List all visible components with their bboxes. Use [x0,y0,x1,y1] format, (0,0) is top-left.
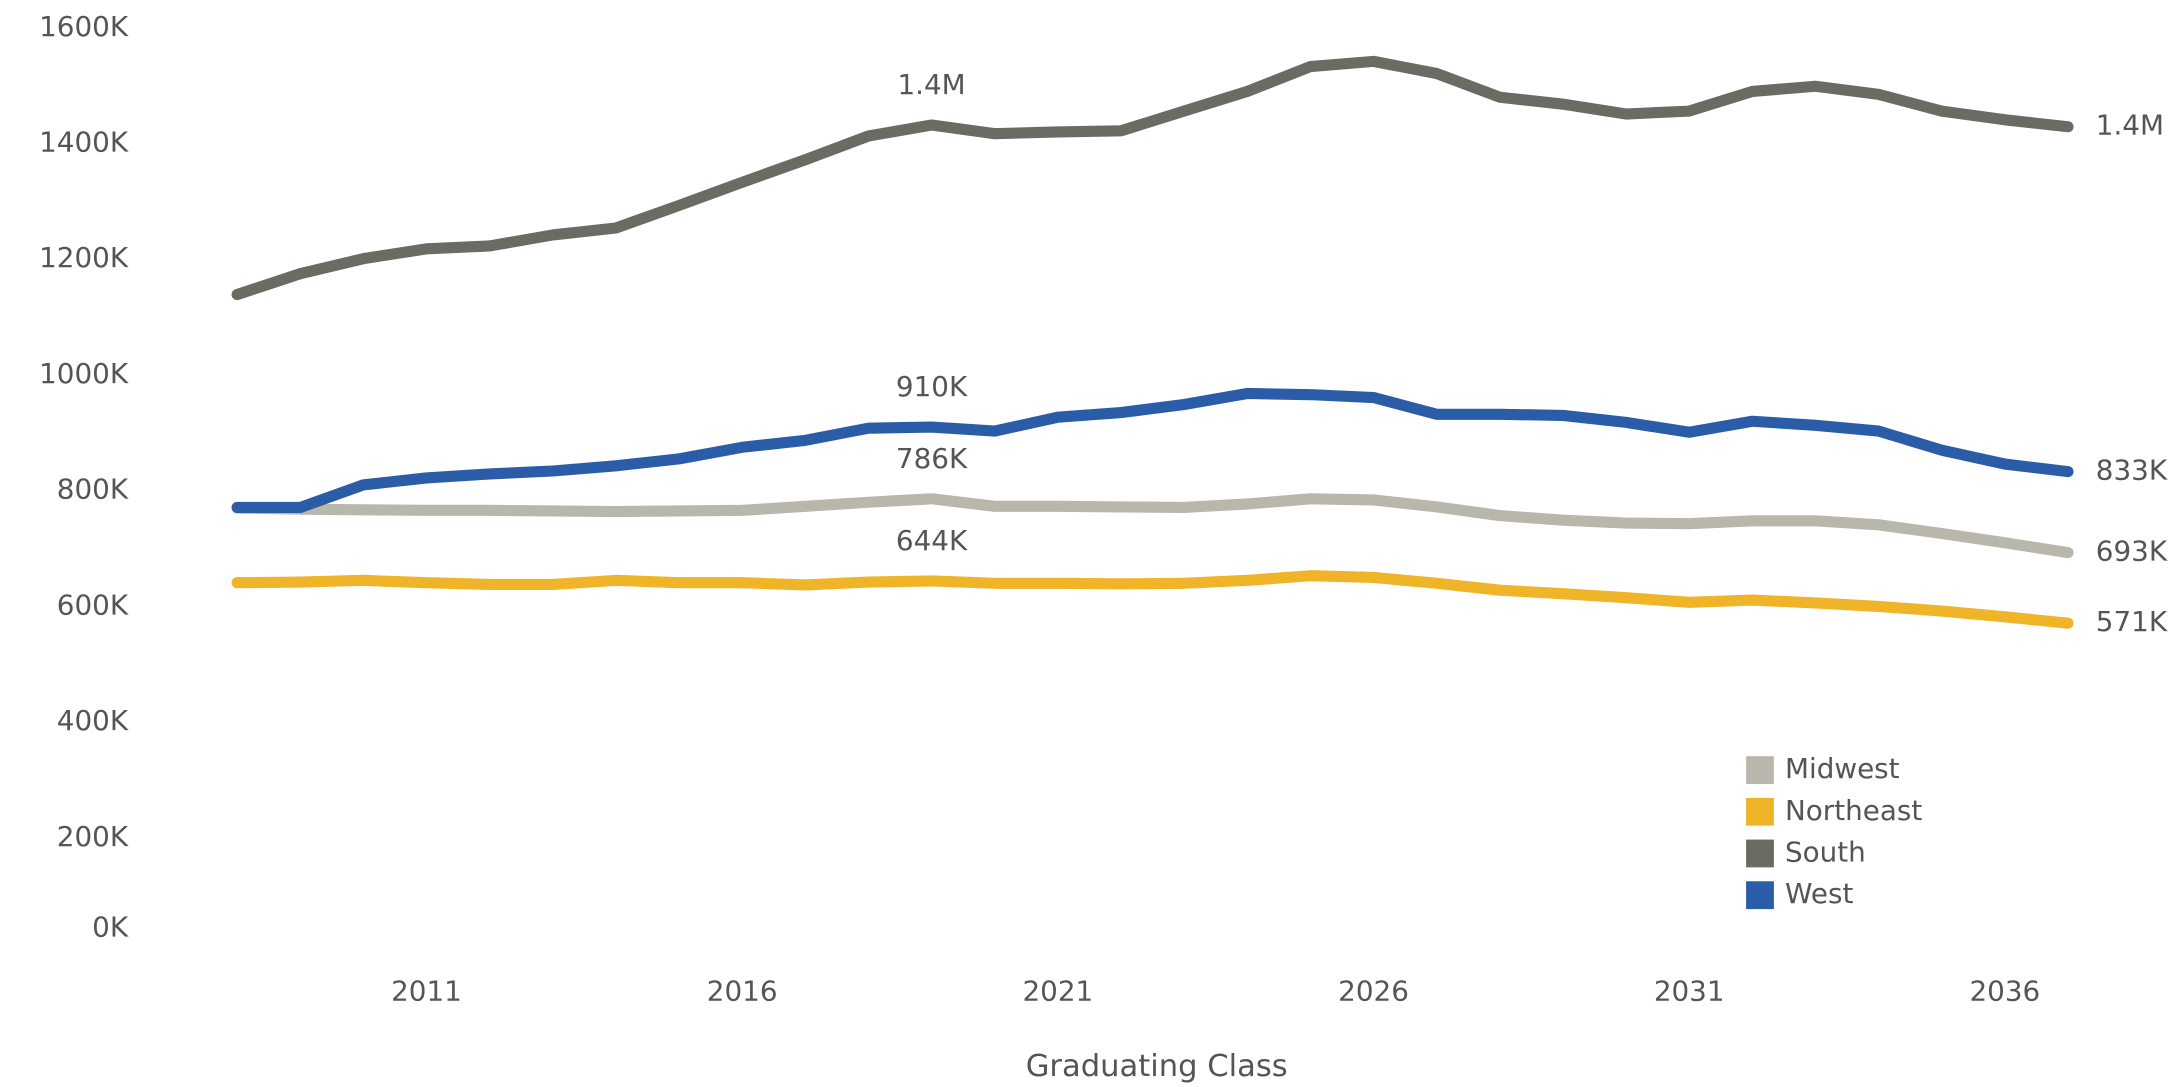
series-line [231,493,2074,559]
y-tick-label: 1400K [39,126,129,159]
legend-swatch [1746,839,1774,868]
legend-swatch [1746,756,1774,784]
y-tick-label: 1200K [39,241,129,274]
series-line [231,55,2074,301]
x-tick-label: 2021 [1022,974,1093,1007]
data-label: 644K [896,524,968,557]
legend-label: Northeast [1785,794,1922,827]
x-tick-label: 2011 [391,974,462,1007]
data-label: 693K [2096,535,2168,568]
legend-label: South [1785,835,1866,868]
legend-label: West [1785,877,1853,910]
y-tick-label: 400K [57,704,129,737]
x-tick-label: 2026 [1338,974,1409,1007]
series-line [231,570,2074,629]
legend-label: Midwest [1785,752,1900,785]
data-label: 1.4M [897,68,965,101]
x-tick-label: 2036 [1969,974,2040,1007]
y-tick-label: 800K [57,473,129,506]
x-tick-label: 2016 [707,974,778,1007]
data-label: 571K [2096,605,2168,638]
y-tick-label: 200K [57,820,129,853]
series-line [231,387,2074,514]
data-label: 1.4M [2096,109,2164,142]
data-label: 786K [896,442,968,475]
y-tick-label: 600K [57,588,129,621]
x-axis-title: Graduating Class [1026,1049,1288,1084]
data-label: 833K [2096,454,2168,487]
y-tick-label: 0K [92,911,129,944]
legend-swatch [1746,881,1774,910]
y-tick-label: 1600K [39,10,129,43]
data-label: 910K [896,370,968,403]
legend-swatch [1746,797,1774,826]
x-tick-label: 2031 [1654,974,1725,1007]
y-tick-label: 1000K [39,357,129,390]
